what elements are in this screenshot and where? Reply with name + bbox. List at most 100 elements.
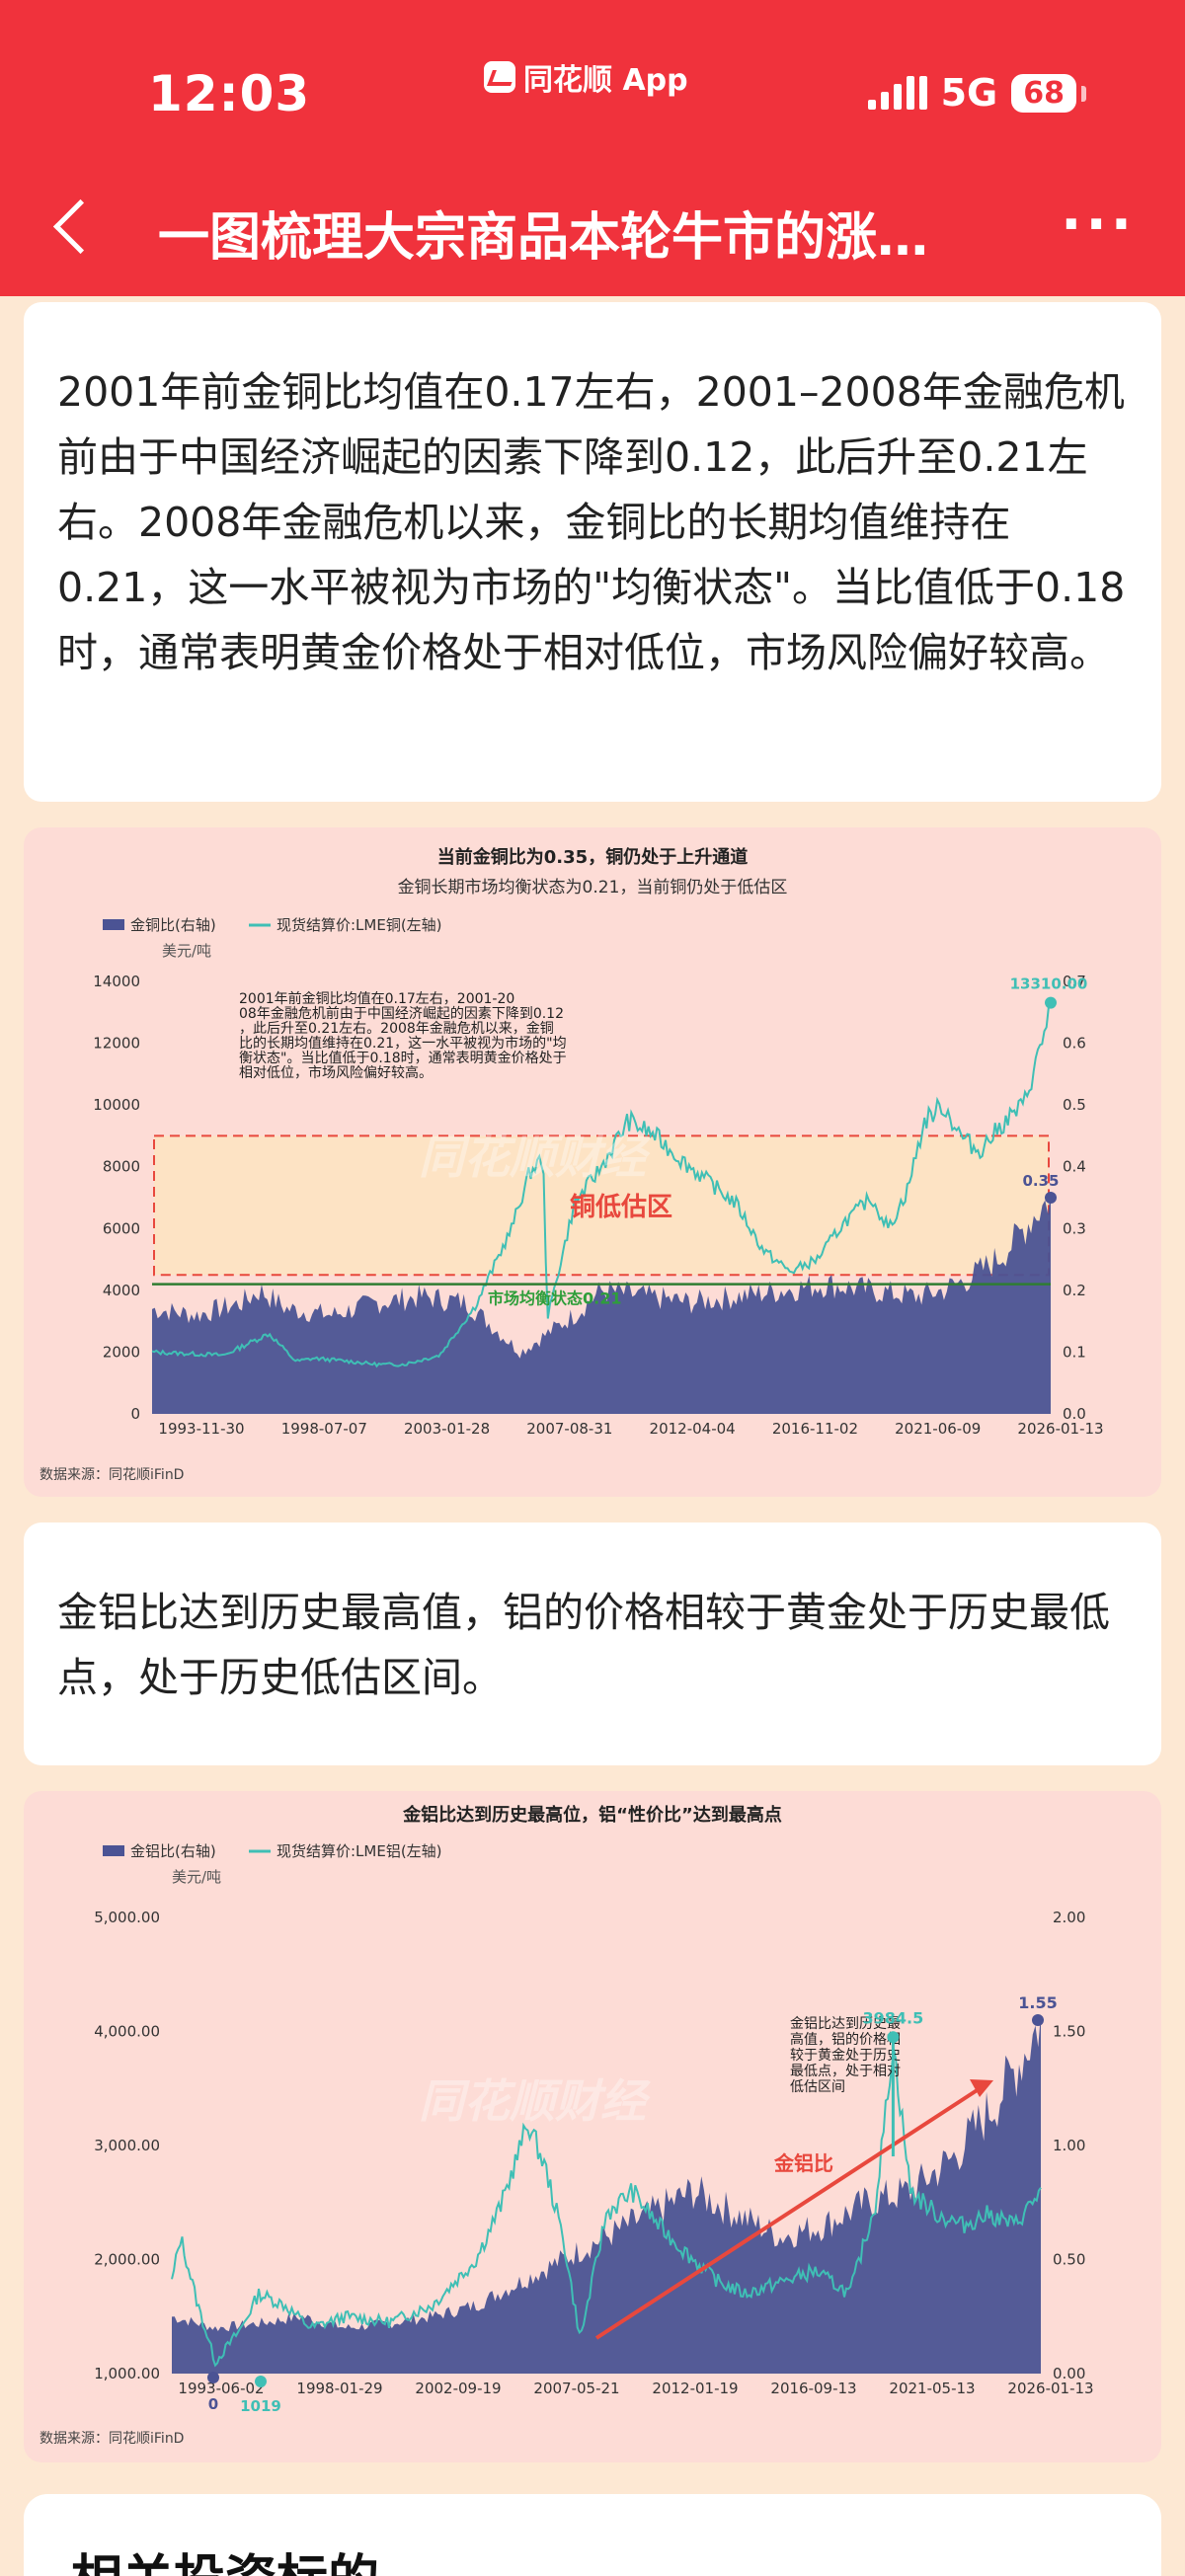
last-price-label: 13310.00 [1010,976,1088,993]
y-axis-unit: 美元/吨 [162,942,211,960]
chart-annotation: 2001年前金铜比均值在0.17左右，2001-20 [239,990,514,1007]
signal-icon [867,76,927,110]
trend-arrow-head [970,2079,993,2097]
text-card-2: 金铝比达到历史最高值，铝的价格相较于黄金处于历史最低点，处于历史低估区间。 [24,1522,1161,1765]
chart-annotation: 高值，铝的价格相 [790,2031,901,2048]
x-tick: 2016-09-13 [770,2380,856,2397]
y-tick-left: 12000 [93,1035,140,1053]
y-tick-right: 1.00 [1053,2137,1085,2154]
last-ratio-label: 0.35 [1022,1172,1059,1190]
low-price-label: 1019 [240,2397,281,2415]
low-ratio-point [207,2372,219,2383]
y-tick-left: 2,000.00 [94,2251,160,2269]
chart-annotation: 比的长期均值维持在0.21，这一水平被视为市场的"均 [239,1035,567,1052]
page-title: 一图梳理大宗商品本轮牛市的涨… [158,208,929,268]
peak-price-point [887,2031,900,2044]
related-title: 相关投资标的 [71,2537,379,2576]
chart-annotation: 衡状态"。当比值低于0.18时，通常表明黄金价格处于 [239,1050,567,1066]
x-tick: 1993-11-30 [158,1420,244,1438]
y-tick-right: 0.50 [1053,2251,1085,2269]
y-tick-right: 0.4 [1063,1158,1086,1176]
x-tick: 2016-11-02 [772,1420,858,1438]
y-tick-right: 1.50 [1053,2023,1085,2041]
y-tick-left: 14000 [93,973,140,990]
x-tick: 2007-05-21 [533,2380,619,2397]
related-section: 相关投资标的 [24,2494,1161,2576]
y-tick-left: 2000 [103,1343,140,1361]
chart-source: 数据来源：同花顺iFinD [40,2431,184,2447]
x-tick: 2026-01-13 [1007,2380,1093,2397]
last-ratio-point [1045,1192,1057,1204]
y-tick-right: 0.3 [1063,1219,1086,1237]
ratio-area-series [172,2013,1041,2374]
ratio-area-series [152,1193,1051,1414]
paragraph-2: 金铝比达到历史最高值，铝的价格相较于黄金处于历史最低点，处于历史低估区间。 [57,1589,1110,1701]
x-tick: 2002-09-19 [415,2380,501,2397]
chart-annotation: 相对低位，市场风险偏好较高。 [239,1064,433,1081]
chart-annotation: 最低点，处于相对 [790,2064,901,2079]
y-tick-left: 3,000.00 [94,2137,160,2154]
trend-label: 金铝比 [773,2151,833,2175]
status-time: 12:03 [148,65,311,122]
low-ratio-label: 0 [208,2395,218,2413]
y-tick-right: 0.1 [1063,1343,1086,1361]
zone-label: 铜低估区 [570,1193,672,1222]
network-type: 5G [940,71,998,115]
y-tick-right: 0.2 [1063,1282,1086,1299]
peak-ratio-label: 1.55 [1018,1993,1057,2012]
legend-ratio: 金铜比(右轴) [130,916,216,934]
x-tick: 2012-04-04 [650,1420,736,1438]
app-logo-icon [484,61,515,93]
price-line-series [151,997,1052,1368]
watermark: 同花顺财经 [419,2074,651,2128]
watermark: 同花顺财经 [419,1131,651,1184]
x-tick: 2021-05-13 [889,2380,975,2397]
y-tick-left: 1,000.00 [94,2365,160,2382]
legend-price: 现货结算价:LME铜(左轴) [276,916,442,934]
chart-annotation: 08年金融危机前由于中国经济崛起的因素下降到0.12 [239,1005,564,1022]
price-line-series [171,2049,1042,2368]
battery-icon: 68 [1011,73,1086,113]
y-tick-right: 0.7 [1063,973,1086,990]
legend-price: 现货结算价:LME铝(左轴) [276,1842,442,1860]
chart-annotation: 较于黄金处于历史 [790,2047,901,2064]
x-tick: 1998-01-29 [296,2380,382,2397]
y-tick-left: 10000 [93,1096,140,1114]
equilibrium-label: 市场均衡状态0.21 [488,1289,621,1308]
back-button[interactable] [49,194,89,259]
peak-ratio-point [1032,2013,1044,2026]
y-axis-unit: 美元/吨 [172,1868,221,1886]
low-price-point [255,2376,267,2387]
legend-swatch-ratio [103,919,124,930]
chart-title: 当前金铜比为0.35，铜仍处于上升通道 [437,846,748,868]
last-price-point [1045,996,1057,1009]
y-tick-right: 0.5 [1063,1096,1086,1114]
chart-title: 金铝比达到历史最高位，铝“性价比”达到最高点 [402,1804,782,1826]
paragraph-1: 2001年前金铜比均值在0.17左右，2001–2008年金融危机前由于中国经济… [57,368,1126,676]
y-tick-left: 0 [130,1405,140,1423]
status-app-indicator[interactable]: 同花顺 App [484,55,688,99]
y-tick-left: 6000 [103,1219,140,1237]
y-tick-left: 4,000.00 [94,2023,160,2041]
y-tick-right: 0.00 [1053,2365,1085,2382]
x-tick: 1993-06-02 [178,2380,264,2397]
more-button[interactable]: ··· [1061,193,1136,257]
peak-price-label: 3984.5 [863,2008,924,2027]
x-tick: 2012-01-19 [652,2380,738,2397]
chart-source: 数据来源：同花顺iFinD [40,1467,184,1483]
x-tick: 2021-06-09 [895,1420,981,1438]
chart-card-gold-aluminum: 金铝比达到历史最高位，铝“性价比”达到最高点 金铝比(右轴) 现货结算价:LME铝(… [24,1791,1161,2462]
legend-swatch-ratio [103,1845,124,1856]
y-tick-right: 2.00 [1053,1909,1085,1926]
x-tick: 1998-07-07 [281,1420,367,1438]
chart-card-gold-copper: 当前金铜比为0.35，铜仍处于上升通道 金铜长期市场均衡状态为0.21，当前铜仍处… [24,827,1161,1497]
status-app-label: 同花顺 App [523,63,688,98]
chart-annotation: ，此后升至0.21左右。2008年金融危机以来，金铜 [239,1021,554,1037]
x-tick: 2003-01-28 [404,1420,490,1438]
y-tick-left: 5,000.00 [94,1909,160,1926]
chart-annotation: 低估区间 [790,2079,845,2095]
chart-gold-copper: 当前金铜比为0.35，铜仍处于上升通道金铜长期市场均衡状态为0.21，当前铜仍处… [40,846,1104,1483]
x-tick: 2007-08-31 [526,1420,612,1438]
status-right: 5G 68 [867,71,1086,115]
